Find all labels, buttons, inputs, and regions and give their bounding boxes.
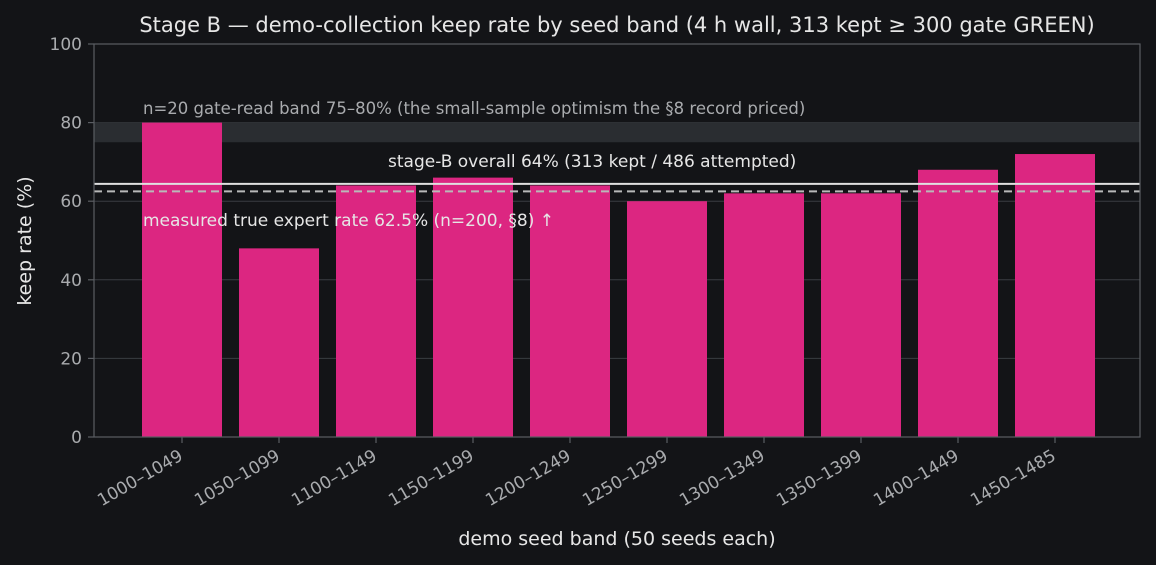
- gate-read-band-label: n=20 gate-read band 75–80% (the small-sa…: [143, 99, 805, 118]
- overall-rate-label: stage-B overall 64% (313 kept / 486 atte…: [388, 152, 796, 172]
- y-tick-label-20: 20: [60, 349, 82, 369]
- expert-rate-label: measured true expert rate 62.5% (n=200, …: [143, 211, 554, 231]
- y-axis-label: keep rate (%): [14, 176, 36, 305]
- bar-1300–1349: [724, 193, 804, 437]
- plot-frame: [93, 43, 1141, 438]
- chart-title: Stage B — demo-collection keep rate by s…: [139, 13, 1094, 37]
- bar-1200–1249: [530, 185, 610, 437]
- bar-1350–1399: [821, 193, 901, 437]
- bar-1400–1449: [918, 169, 998, 437]
- bar-1250–1299: [627, 201, 707, 437]
- y-tick-label-100: 100: [50, 35, 82, 55]
- x-axis-label: demo seed band (50 seeds each): [458, 528, 775, 550]
- bar-1450–1485: [1015, 154, 1095, 438]
- bar-1150–1199: [433, 177, 513, 437]
- y-tick-label-80: 80: [60, 114, 82, 134]
- bar-1100–1149: [336, 185, 416, 437]
- y-tick-label-0: 0: [71, 428, 82, 448]
- bar-1050–1099: [239, 248, 319, 437]
- bar-1000–1049: [142, 122, 222, 437]
- y-tick-label-60: 60: [60, 192, 82, 212]
- gate-read-band: [94, 122, 1140, 143]
- y-tick-label-40: 40: [60, 271, 82, 291]
